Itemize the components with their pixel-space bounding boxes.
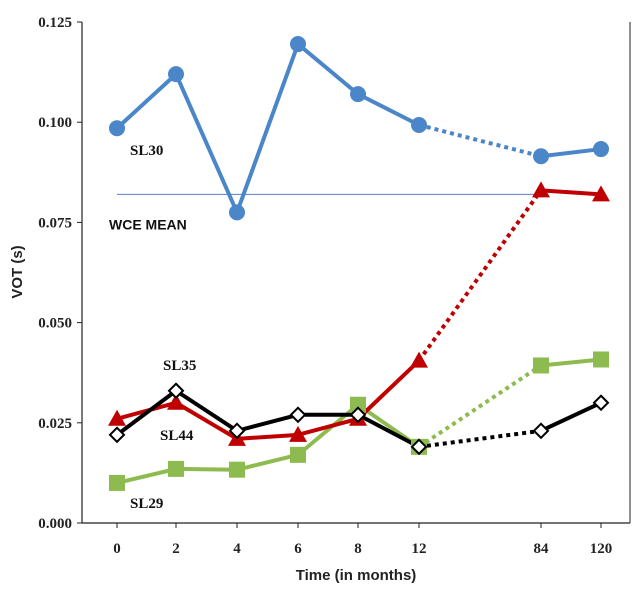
sl44-line-segment — [115, 388, 420, 449]
sl44-point — [410, 438, 428, 456]
sl44-point — [167, 382, 185, 400]
sl30-point — [109, 120, 125, 137]
sl30-label: SL30 — [130, 143, 163, 159]
sl35-point — [108, 409, 126, 426]
y-axis-title: VOT (s) — [9, 245, 26, 298]
sl29-point — [533, 357, 549, 374]
sl44-dotted-segment — [418, 428, 542, 449]
sl30-point — [350, 86, 366, 103]
sl30-point — [411, 117, 427, 134]
x-tick-label: 84 — [534, 541, 550, 557]
sl35-line-segment — [116, 359, 421, 441]
sl44-point — [349, 406, 367, 424]
sl44-line-segment — [540, 400, 602, 433]
sl29-point — [593, 351, 609, 368]
series-group — [108, 36, 610, 491]
sl30-point — [290, 36, 306, 53]
sl35-label: SL35 — [163, 358, 196, 374]
sl44-point — [108, 426, 126, 444]
sl44-point — [532, 422, 550, 440]
x-tick-label: 4 — [233, 541, 241, 557]
x-tick-label: 12 — [412, 541, 427, 557]
sl35-line-segment — [540, 188, 602, 197]
y-tick-label: 0.125 — [38, 15, 72, 31]
y-tick-label: 0.050 — [38, 316, 72, 332]
sl30-line-segment — [540, 147, 602, 159]
sl29-point — [229, 461, 245, 478]
y-tick-label: 0.075 — [38, 215, 72, 231]
sl44-point — [289, 406, 307, 424]
sl35-point — [289, 425, 307, 442]
labels-group: SL30 SL35 SL44 SL29 — [130, 143, 196, 512]
sl30-point — [593, 141, 609, 158]
axes: 0.000 0.025 0.050 0.075 0.100 0.125 0 2 4 6 8 12 84 1… — [9, 15, 631, 584]
x-tick-label: 8 — [354, 541, 362, 557]
sl44-point — [592, 394, 610, 412]
sl44-label: SL44 — [160, 428, 194, 444]
sl30-point — [168, 66, 184, 83]
sl35-point — [532, 181, 550, 198]
reference-line-group: WCE MEAN — [109, 193, 541, 232]
y-tick-label: 0.025 — [38, 416, 72, 432]
sl35-point — [167, 393, 185, 410]
sl30-point — [229, 204, 245, 221]
x-axis-title: Time (in months) — [296, 567, 417, 584]
sl35-point — [410, 351, 428, 368]
sl29-point — [290, 446, 306, 463]
sl29-point — [109, 474, 125, 491]
sl29-label: SL29 — [130, 496, 163, 512]
wce-mean-label: WCE MEAN — [109, 216, 187, 232]
sl30-dotted-segment — [418, 123, 542, 159]
sl29-line-segment — [540, 357, 602, 368]
y-tick-label: 0.100 — [38, 115, 72, 131]
sl44-point — [228, 422, 246, 440]
sl29-dotted-segment — [417, 363, 543, 449]
x-tick-label: 0 — [113, 541, 121, 557]
sl29-point — [350, 396, 366, 413]
sl35-point — [592, 185, 610, 202]
x-tick-label: 6 — [294, 541, 302, 557]
sl30-line-segment — [115, 42, 420, 215]
x-tick-label: 120 — [590, 541, 613, 557]
sl35-dotted-segment — [417, 189, 543, 362]
sl29-point — [168, 460, 184, 477]
y-tick-label: 0.000 — [38, 516, 72, 532]
x-tick-label: 2 — [172, 541, 180, 557]
sl30-point — [533, 148, 549, 165]
